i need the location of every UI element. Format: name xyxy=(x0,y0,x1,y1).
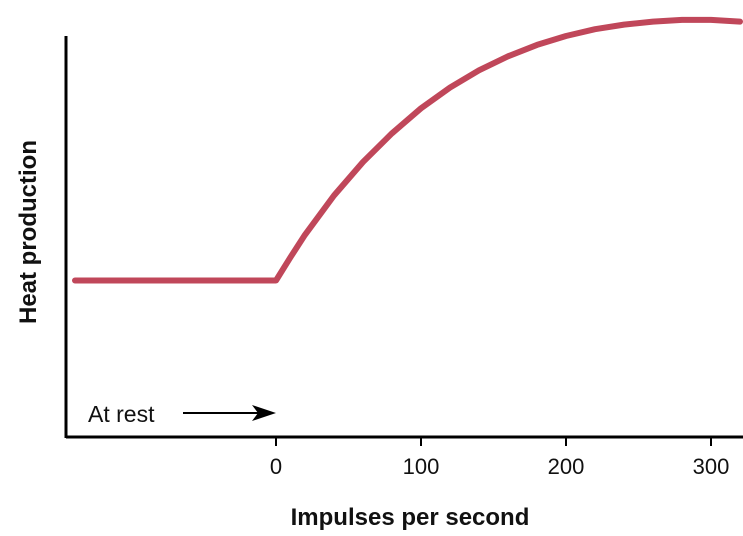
at-rest-annotation: At rest xyxy=(88,401,276,427)
x-tick-label: 200 xyxy=(548,454,585,479)
y-axis-label: Heat production xyxy=(15,140,42,324)
x-axis-label: Impulses per second xyxy=(291,504,530,531)
x-ticks xyxy=(275,437,712,446)
x-tick-labels: 0 100 200 300 xyxy=(270,454,729,479)
heat-production-line xyxy=(72,16,743,284)
annotation-at-rest: At rest xyxy=(88,401,155,427)
plot-area: 0 100 200 300 At rest xyxy=(64,16,743,479)
x-tick-label: 100 xyxy=(403,454,440,479)
arrowhead-icon xyxy=(252,405,276,421)
series-group xyxy=(72,16,743,284)
x-tick-label: 300 xyxy=(693,454,730,479)
x-tick-label: 0 xyxy=(270,454,282,479)
